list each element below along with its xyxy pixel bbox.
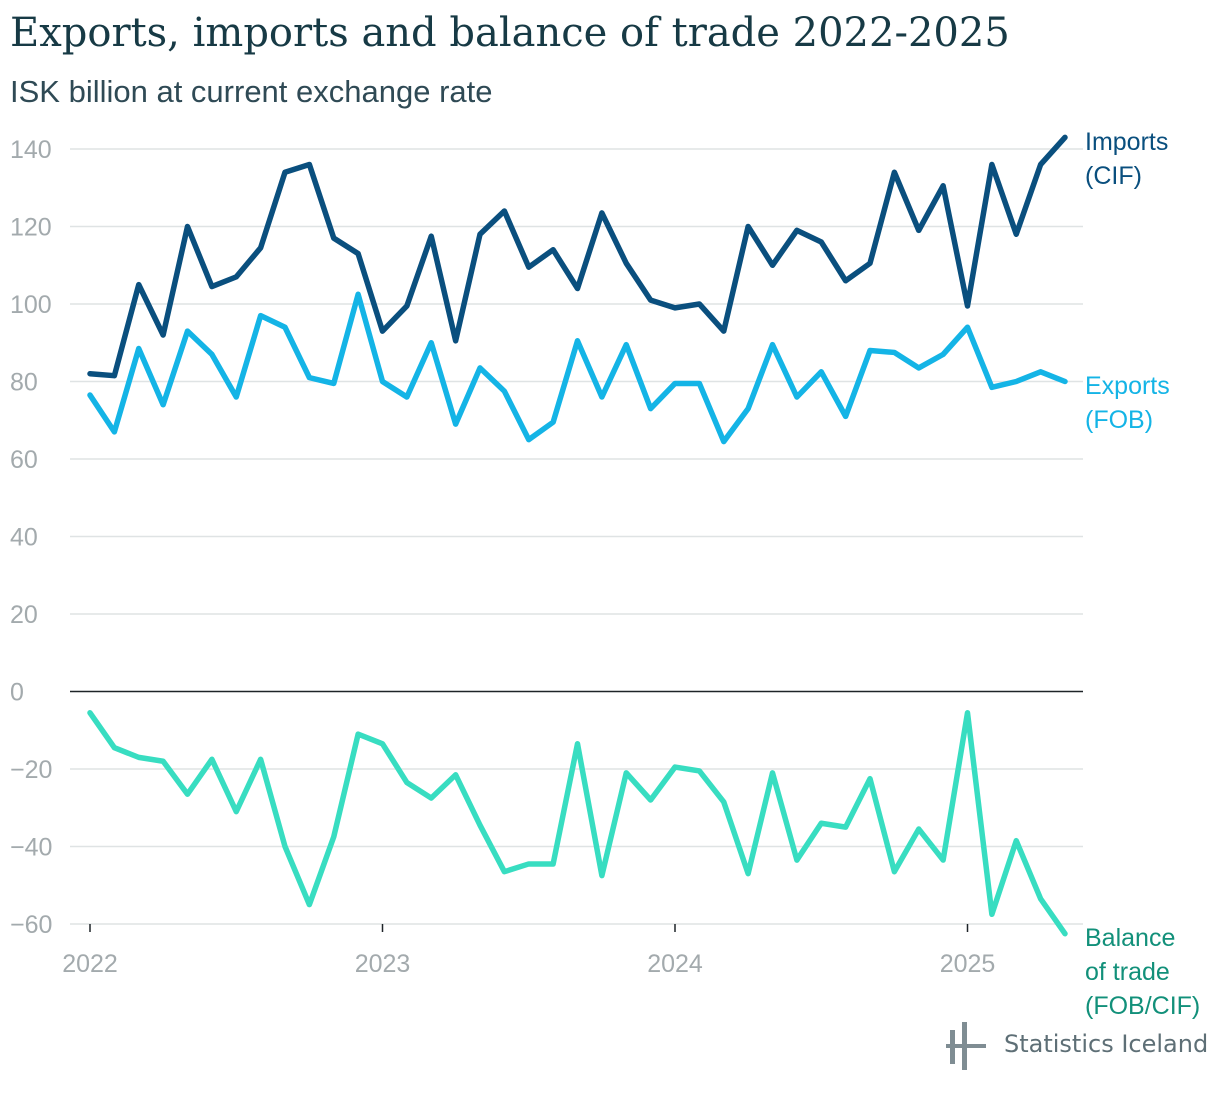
y-tick-label: 0 (10, 679, 24, 707)
series-line-imports (87, 134, 1068, 379)
y-tick-label: 20 (10, 601, 38, 629)
x-tick-label: 2022 (62, 950, 118, 978)
series-label-exports: Exports (FOB) (1085, 372, 1170, 434)
y-tick-label: 80 (10, 369, 38, 397)
chart-subtitle: ISK billion at current exchange rate (10, 74, 493, 109)
x-tick-label: 2025 (940, 950, 996, 978)
series-labels: Imports (CIF) Exports (FOB) Balance of trade(… (1085, 128, 1200, 1020)
series-line-exports (87, 291, 1068, 445)
publisher-name: Statistics Iceland (1004, 1030, 1209, 1058)
x-tick-label: 2024 (647, 950, 703, 978)
statistics-iceland-logo-icon (946, 1022, 986, 1070)
chart-title: Exports, imports and balance of trade 20… (10, 10, 1010, 56)
series-label-imports: Imports (CIF) (1085, 128, 1168, 190)
y-tick-label: 140 (10, 136, 52, 164)
y-tick-label: −40 (10, 834, 52, 862)
y-tick-label: 60 (10, 446, 38, 474)
y-tick-label: −60 (10, 911, 52, 939)
y-tick-label: 40 (10, 524, 38, 552)
y-tick-label: −20 (10, 756, 52, 784)
x-tick-label: 2023 (355, 950, 411, 978)
y-tick-label: 100 (10, 291, 52, 319)
series-line-balance (87, 710, 1068, 937)
y-tick-label: 120 (10, 214, 52, 242)
gridlines (70, 148, 1083, 925)
axes: 140 120 100 80 60 40 20 0 −20 −40 −60 2022 2023 2024 2… (10, 136, 1083, 978)
series-label-balance: Balance of trade (FOB/CIF) (1085, 924, 1200, 1020)
series-lines (87, 134, 1068, 937)
